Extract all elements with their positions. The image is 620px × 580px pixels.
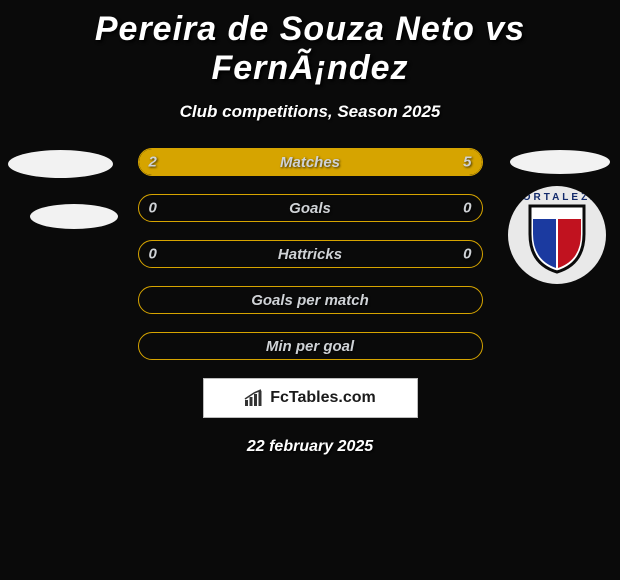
right-club-name: FORTALEZA xyxy=(514,192,601,203)
left-club-badges xyxy=(8,150,118,229)
stat-value-right: 5 xyxy=(463,154,471,171)
stat-label: Goals per match xyxy=(251,292,369,309)
stat-row: Min per goal xyxy=(138,332,483,360)
stat-value-right: 0 xyxy=(463,200,471,217)
stat-bars: 2 Matches 5 0 Goals 0 0 Hattricks 0 Goals per mat… xyxy=(138,148,483,360)
stat-label: Matches xyxy=(280,154,340,171)
stat-value-left: 0 xyxy=(149,246,157,263)
stat-row: 0 Hattricks 0 xyxy=(138,240,483,268)
stat-row: 0 Goals 0 xyxy=(138,194,483,222)
stat-label: Min per goal xyxy=(266,338,354,355)
stat-label: Goals xyxy=(289,200,331,217)
left-club-badge-2 xyxy=(30,204,118,229)
watermark-text: FcTables.com xyxy=(270,389,376,407)
stat-value-left: 0 xyxy=(149,200,157,217)
subtitle: Club competitions, Season 2025 xyxy=(0,102,620,122)
stat-label: Hattricks xyxy=(278,246,342,263)
stat-row: 2 Matches 5 xyxy=(138,148,483,176)
bar-fill-right xyxy=(241,149,481,175)
left-club-badge-1 xyxy=(8,150,113,178)
stat-value-right: 0 xyxy=(463,246,471,263)
right-club-badges: FORTALEZA xyxy=(508,150,610,284)
right-club-badge-1 xyxy=(510,150,610,174)
page-title: Pereira de Souza Neto vs FernÃ¡ndez xyxy=(0,0,620,88)
stat-value-left: 2 xyxy=(149,154,157,171)
chart-icon xyxy=(244,389,264,407)
date-label: 22 february 2025 xyxy=(0,438,620,456)
stat-row: Goals per match xyxy=(138,286,483,314)
watermark: FcTables.com xyxy=(203,378,418,418)
right-club-crest: FORTALEZA xyxy=(508,186,606,284)
shield-icon xyxy=(526,204,588,274)
comparison-panel: FORTALEZA 2 Matches 5 0 Goals 0 0 Hattricks 0 Goa… xyxy=(0,148,620,456)
